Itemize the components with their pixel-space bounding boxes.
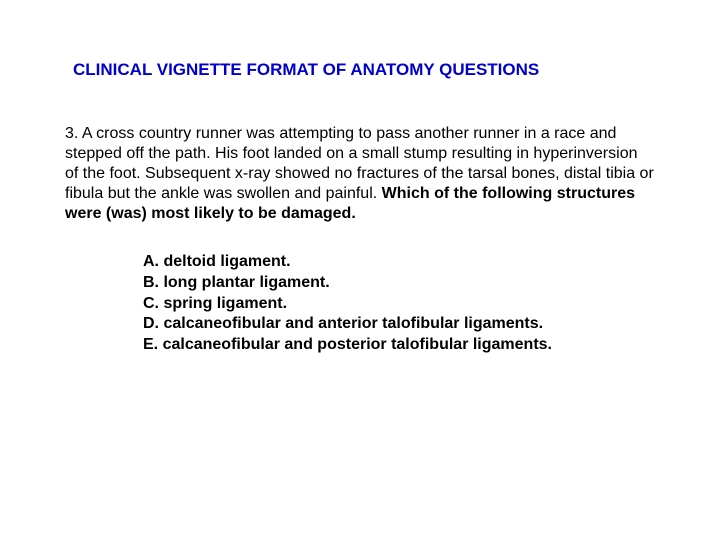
option-letter: C. bbox=[143, 295, 159, 312]
option-letter: D. bbox=[143, 315, 159, 332]
option-text: calcaneofibular and anterior talofibular… bbox=[163, 315, 543, 332]
option-text: deltoid ligament. bbox=[163, 253, 290, 270]
option-d: D. calcaneofibular and anterior talofibu… bbox=[143, 314, 655, 335]
option-letter: E. bbox=[143, 336, 158, 353]
option-a: A. deltoid ligament. bbox=[143, 252, 655, 273]
option-text: spring ligament. bbox=[163, 295, 287, 312]
option-c: C. spring ligament. bbox=[143, 294, 655, 315]
answer-options: A. deltoid ligament. B. long plantar lig… bbox=[143, 252, 655, 356]
option-e: E. calcaneofibular and posterior talofib… bbox=[143, 335, 655, 356]
option-text: long plantar ligament. bbox=[163, 274, 329, 291]
option-text: calcaneofibular and posterior talofibula… bbox=[163, 336, 552, 353]
option-b: B. long plantar ligament. bbox=[143, 273, 655, 294]
slide-page: CLINICAL VIGNETTE FORMAT OF ANATOMY QUES… bbox=[0, 0, 720, 540]
option-letter: A. bbox=[143, 253, 159, 270]
question-stem: 3. A cross country runner was attempting… bbox=[65, 124, 655, 224]
question-number: 3. bbox=[65, 125, 78, 142]
option-letter: B. bbox=[143, 274, 159, 291]
slide-title: CLINICAL VIGNETTE FORMAT OF ANATOMY QUES… bbox=[73, 60, 655, 80]
